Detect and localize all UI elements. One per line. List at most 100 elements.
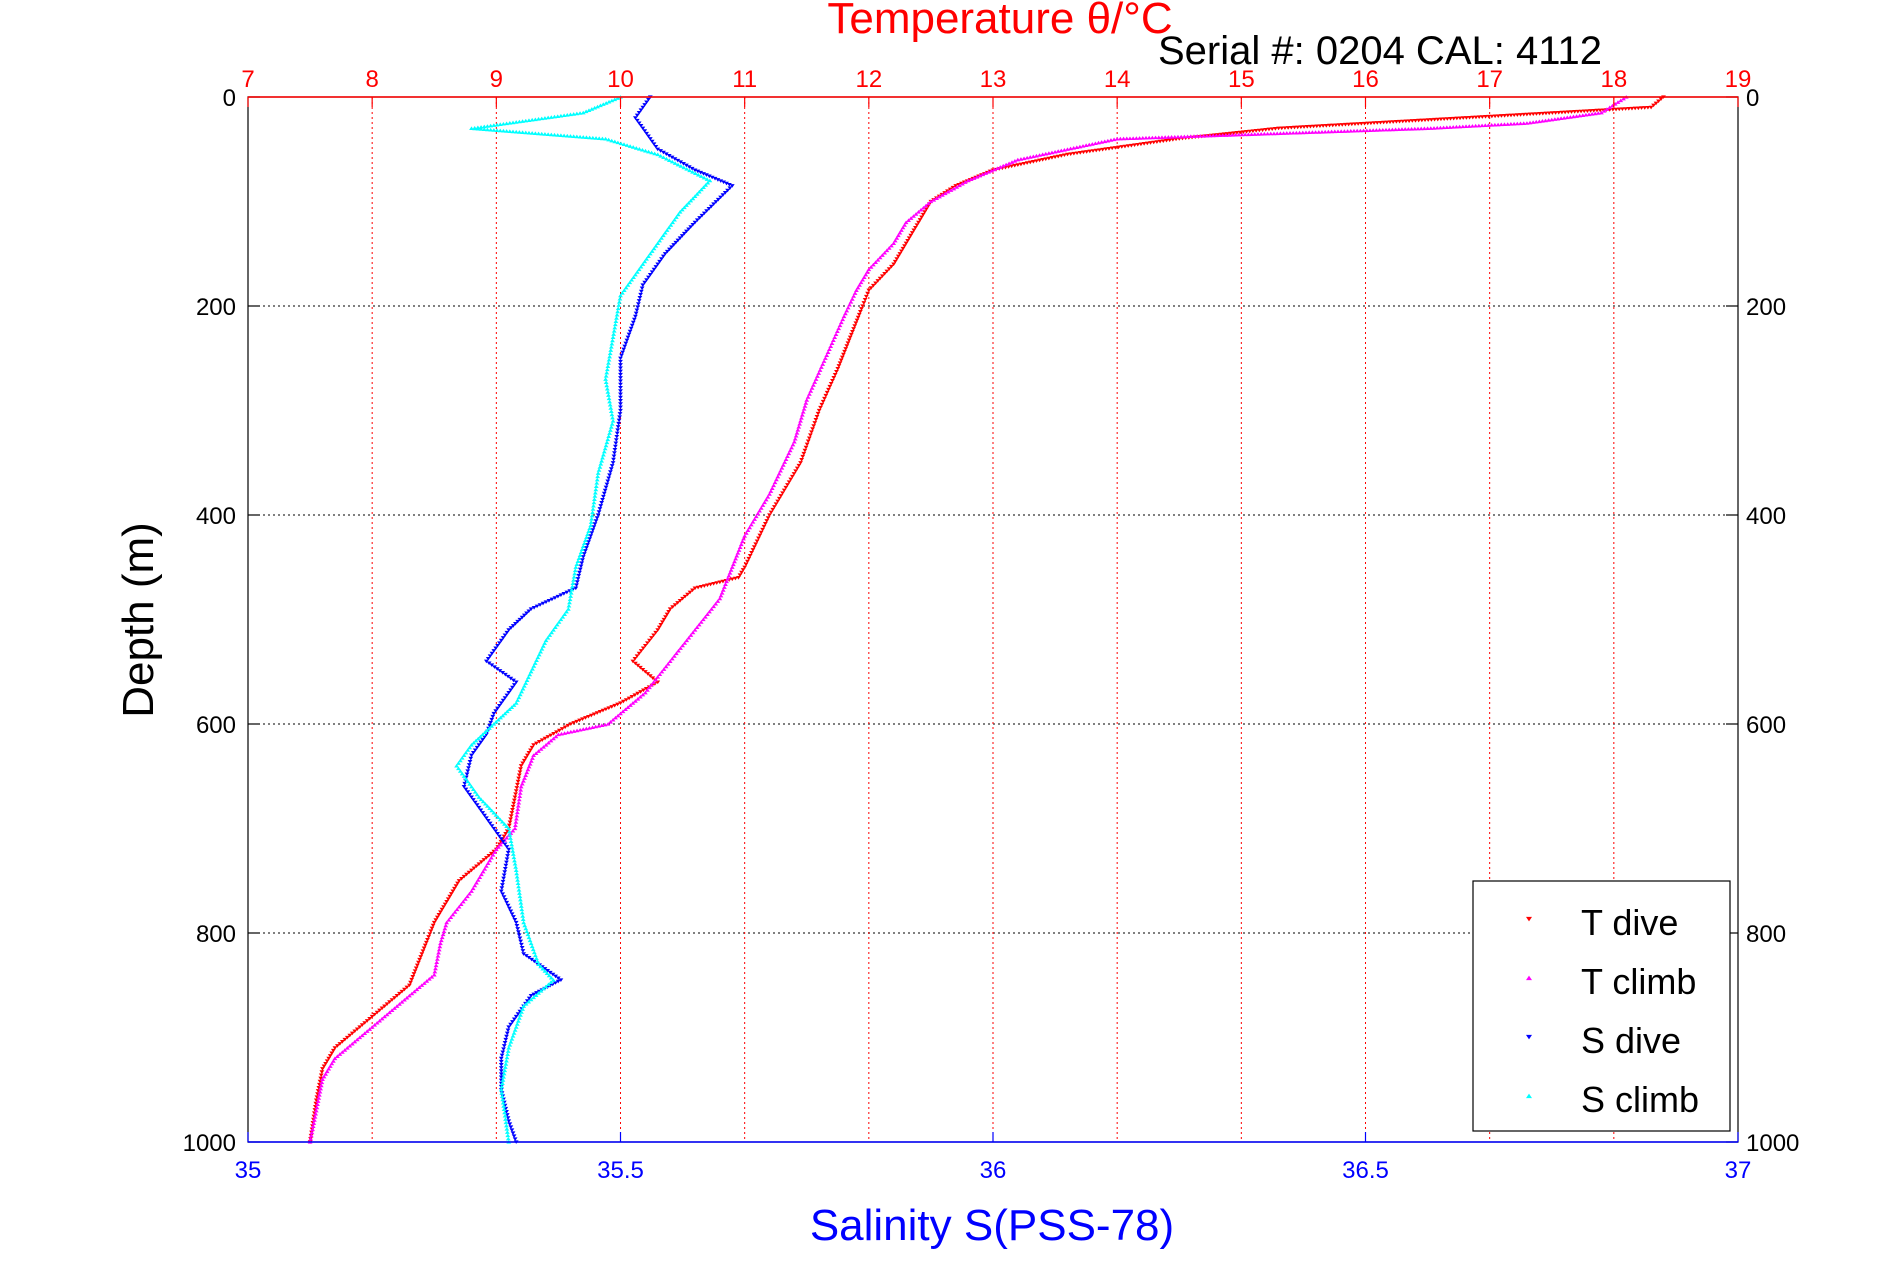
data-point [757,533,763,538]
data-point [738,542,744,547]
data-point [1006,161,1012,166]
data-point [1384,120,1390,125]
data-point [600,102,606,106]
data-point [1071,146,1077,150]
data-point [526,118,532,122]
data-point [1185,134,1190,139]
data-point [596,468,602,472]
data-point [599,723,605,727]
data-point [1319,129,1325,134]
data-point [485,657,491,661]
data-point [419,952,425,956]
data-point [750,548,756,552]
data-point [828,344,834,348]
data-point [1034,153,1039,158]
data-point [1201,133,1206,138]
data-point [467,792,473,797]
data-point [633,699,638,703]
data-point [882,250,888,255]
data-point [908,233,914,238]
data-point [595,474,601,479]
data-point [465,790,471,794]
data-point [502,1041,508,1045]
data-point [548,980,554,984]
data-point [743,531,749,535]
data-point [804,442,810,447]
data-point [1486,123,1491,127]
data-point [532,117,538,122]
data-point [593,487,599,492]
data-point [612,139,618,144]
data-point [1373,128,1379,132]
data-point [889,264,894,269]
data-point [655,152,661,157]
data-point [1207,133,1213,138]
data-point [642,259,648,264]
data-point [507,833,513,837]
data-point [891,262,897,267]
data-point [513,868,519,872]
data-point [1049,150,1055,155]
data-point [489,663,495,668]
data-point [526,130,532,135]
data-point [316,1096,322,1100]
data-point [512,861,518,866]
data-point [548,115,554,119]
data-point [543,742,549,747]
data-point [326,1066,332,1071]
data-point [1421,126,1427,131]
data-point [542,116,548,120]
data-point [928,199,934,204]
data-point [889,243,894,248]
data-point [1444,125,1450,130]
data-point [1114,136,1120,141]
data-point [839,355,845,360]
data-point [1558,116,1564,121]
data-point [513,816,519,821]
data-point [726,573,732,578]
data-point [631,275,636,279]
data-point [812,380,818,384]
data-point [470,798,476,802]
data-point [660,254,666,259]
data-point [324,1069,330,1074]
data-point [506,847,512,852]
data-point [824,390,830,395]
data-point [503,1120,509,1125]
data-point [524,611,530,616]
data-point [521,613,527,618]
data-point [1149,135,1155,140]
data-point [808,389,814,393]
data-point [661,667,667,671]
data-point [830,338,836,343]
data-point [541,986,546,991]
data-point [923,203,929,208]
data-point [589,107,595,111]
data-point [728,568,734,572]
data-point [519,781,525,786]
data-point [1300,130,1306,135]
data-point [511,855,517,860]
data-point [364,1019,370,1023]
data-point [501,1071,507,1076]
data-point [1258,132,1264,136]
data-point [649,270,655,274]
data-point [852,324,858,328]
data-point [547,633,553,637]
data-point [673,215,679,219]
data-point [609,422,615,426]
data-point [633,146,639,150]
data-point [521,779,526,783]
data-point [588,534,594,538]
data-point [892,238,898,243]
data-point [745,528,751,533]
data-point [577,553,583,557]
y-tick-label-right: 1000 [1746,1130,1799,1157]
data-point [478,734,483,739]
data-point [1083,143,1089,148]
data-point [842,311,848,316]
data-point [500,713,506,718]
data-point [613,441,619,446]
data-point [442,926,448,931]
